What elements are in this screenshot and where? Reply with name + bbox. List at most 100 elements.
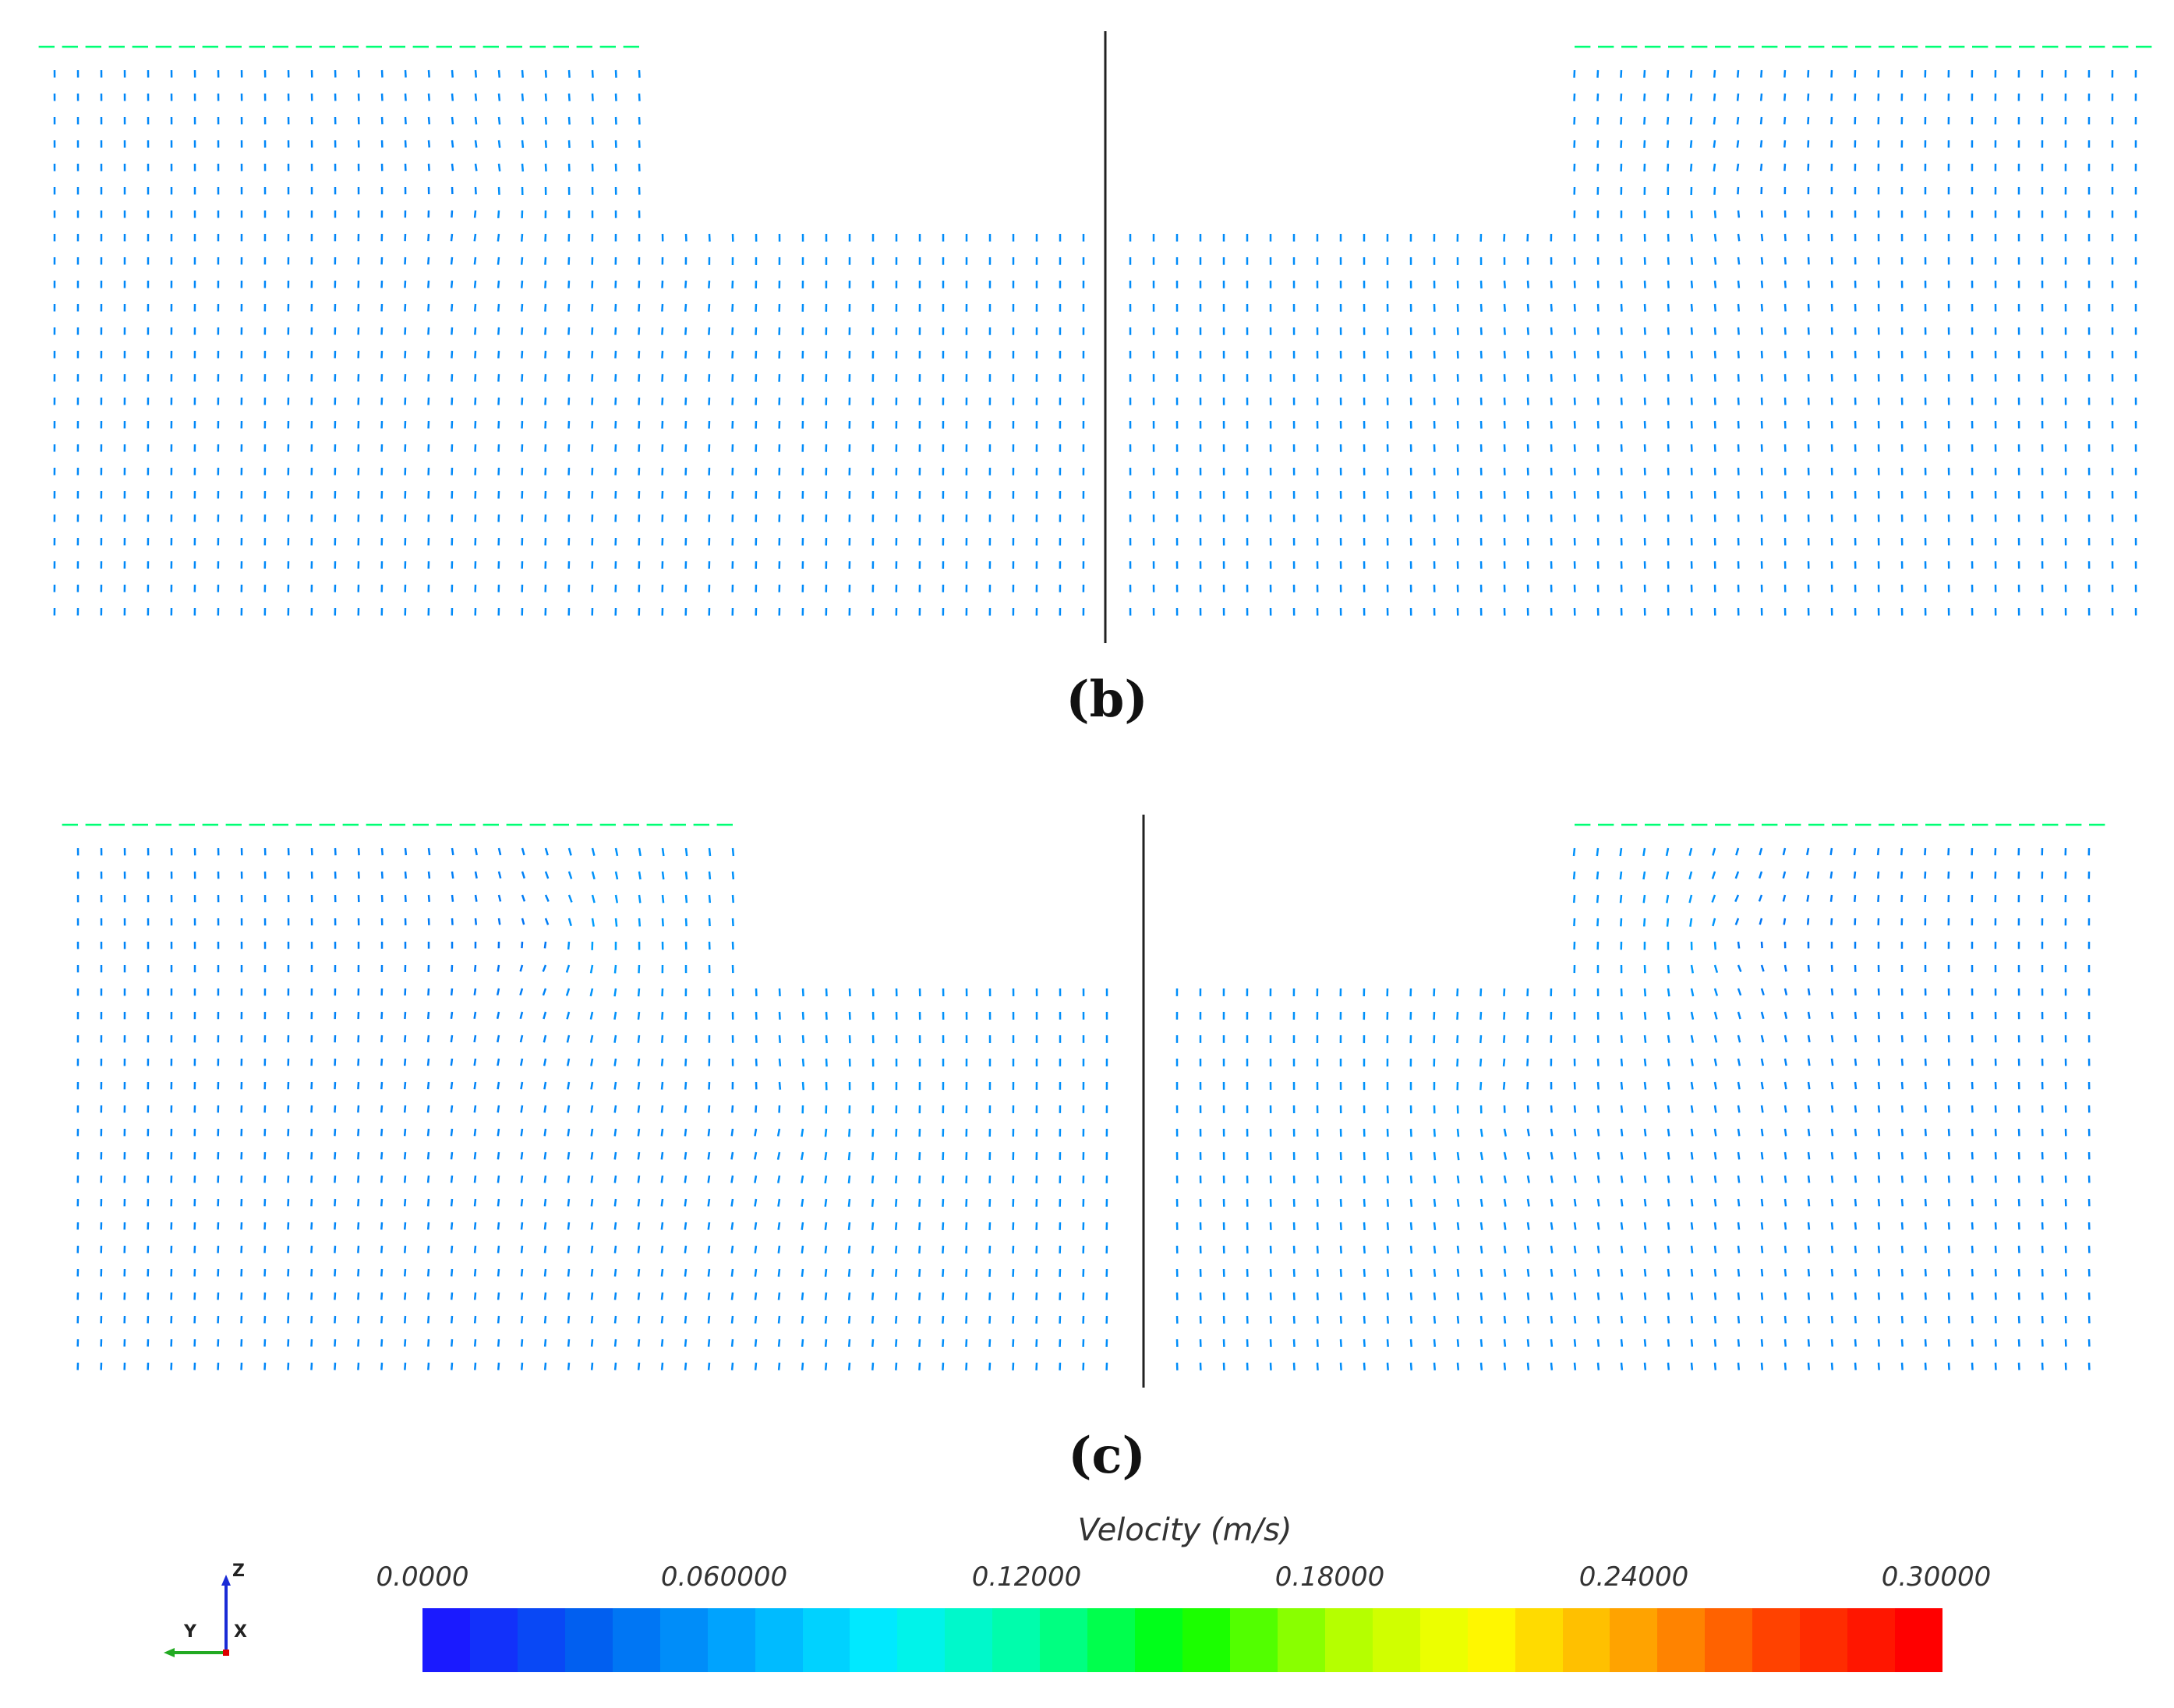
velocity-vector bbox=[1550, 327, 1553, 335]
velocity-vector bbox=[801, 1081, 805, 1091]
velocity-vector bbox=[1713, 1151, 1717, 1160]
velocity-vector bbox=[1807, 1292, 1811, 1300]
velocity-vector bbox=[778, 1011, 781, 1020]
velocity-vector bbox=[520, 280, 524, 288]
colorbar-segment bbox=[1277, 1608, 1325, 1672]
velocity-vector bbox=[1667, 1081, 1670, 1090]
velocity-vector bbox=[1736, 140, 1740, 148]
velocity-vector bbox=[1924, 1292, 1927, 1300]
velocity-vector bbox=[1386, 1222, 1390, 1231]
velocity-vector bbox=[1947, 1222, 1950, 1230]
velocity-vector bbox=[1526, 1362, 1530, 1370]
velocity-vector bbox=[543, 1338, 547, 1347]
velocity-vector bbox=[1783, 1338, 1787, 1347]
velocity-vector bbox=[567, 1338, 571, 1347]
velocity-vector bbox=[1783, 918, 1787, 925]
velocity-vector bbox=[1479, 1268, 1483, 1277]
velocity-vector bbox=[450, 1292, 454, 1300]
colorbar-segment bbox=[564, 1608, 613, 1672]
velocity-vector bbox=[380, 1105, 384, 1113]
velocity-vector bbox=[1316, 1315, 1319, 1324]
velocity-vector bbox=[543, 1011, 547, 1020]
velocity-vector bbox=[334, 1222, 337, 1230]
velocity-vector bbox=[1550, 1105, 1553, 1113]
velocity-vector bbox=[1713, 116, 1716, 125]
velocity-vector bbox=[310, 1198, 313, 1207]
velocity-vector bbox=[1433, 1292, 1437, 1300]
velocity-vector bbox=[1783, 280, 1787, 288]
velocity-vector bbox=[754, 1128, 758, 1137]
velocity-vector bbox=[918, 1175, 921, 1184]
velocity-vector bbox=[1503, 1362, 1507, 1370]
velocity-vector bbox=[1807, 1081, 1811, 1090]
velocity-vector bbox=[1924, 1198, 1927, 1207]
velocity-vector bbox=[824, 1245, 828, 1254]
velocity-vector bbox=[1643, 1292, 1647, 1300]
velocity-vector bbox=[380, 1198, 384, 1207]
velocity-vector bbox=[334, 1151, 337, 1160]
velocity-vector bbox=[1690, 303, 1693, 312]
colorbar-segment bbox=[422, 1608, 470, 1672]
velocity-vector bbox=[730, 1268, 734, 1277]
velocity-vector bbox=[334, 1081, 337, 1090]
velocity-vector bbox=[380, 871, 384, 879]
velocity-vector bbox=[497, 210, 500, 218]
velocity-vector bbox=[426, 1105, 430, 1113]
velocity-vector bbox=[1924, 1058, 1927, 1066]
velocity-vector bbox=[918, 1338, 921, 1347]
colorbar-tick-5: 0.30000 bbox=[1881, 1561, 1992, 1593]
velocity-vector bbox=[1737, 1011, 1741, 1020]
velocity-vector bbox=[1479, 988, 1483, 997]
velocity-vector bbox=[1877, 894, 1880, 903]
velocity-vector bbox=[426, 1222, 430, 1230]
velocity-vector bbox=[1760, 988, 1765, 995]
velocity-vector bbox=[942, 1175, 945, 1184]
velocity-vector bbox=[754, 1292, 758, 1300]
velocity-vector bbox=[801, 1338, 804, 1347]
velocity-vector bbox=[1690, 1222, 1694, 1230]
velocity-vector bbox=[613, 1128, 617, 1137]
caption-b: (b) bbox=[1066, 670, 1148, 729]
velocity-vector bbox=[1620, 1011, 1623, 1020]
velocity-vector bbox=[1876, 847, 1880, 856]
colorbar-segment bbox=[1705, 1608, 1753, 1672]
velocity-vector bbox=[614, 327, 617, 335]
velocity-vector bbox=[1643, 303, 1646, 312]
velocity-vector bbox=[684, 327, 688, 335]
velocity-vector bbox=[497, 871, 502, 879]
velocity-vector bbox=[1550, 1338, 1554, 1347]
velocity-vector bbox=[1572, 871, 1576, 880]
velocity-vector bbox=[544, 350, 547, 359]
velocity-vector bbox=[1737, 1175, 1741, 1183]
velocity-vector bbox=[544, 256, 547, 265]
velocity-vector bbox=[1596, 871, 1600, 880]
velocity-vector bbox=[637, 1081, 641, 1090]
velocity-vector bbox=[1526, 1128, 1530, 1137]
velocity-vector bbox=[1807, 256, 1810, 265]
velocity-vector bbox=[1386, 1338, 1389, 1347]
velocity-vector bbox=[988, 1315, 992, 1324]
velocity-vector bbox=[1760, 1058, 1764, 1066]
velocity-vector bbox=[357, 1268, 360, 1277]
velocity-vector bbox=[521, 116, 525, 125]
velocity-vector bbox=[1924, 1175, 1927, 1183]
velocity-vector bbox=[1526, 1058, 1529, 1066]
velocity-vector bbox=[638, 373, 641, 382]
velocity-vector bbox=[1924, 1268, 1927, 1277]
velocity-vector bbox=[1830, 988, 1834, 995]
velocity-vector bbox=[591, 918, 595, 927]
velocity-vector bbox=[1386, 1245, 1390, 1254]
velocity-vector bbox=[1690, 1292, 1694, 1300]
velocity-vector bbox=[591, 116, 594, 125]
velocity-vector bbox=[451, 847, 454, 856]
velocity-vector bbox=[334, 1338, 337, 1347]
velocity-vector bbox=[591, 93, 594, 101]
velocity-vector bbox=[661, 397, 664, 405]
velocity-vector bbox=[1782, 894, 1787, 902]
velocity-vector bbox=[380, 1315, 384, 1324]
velocity-vector bbox=[543, 1034, 547, 1043]
velocity-vector bbox=[988, 1292, 992, 1300]
velocity-vector bbox=[1854, 1222, 1858, 1230]
colorbar-segment bbox=[1562, 1608, 1610, 1672]
velocity-vector bbox=[451, 303, 454, 312]
